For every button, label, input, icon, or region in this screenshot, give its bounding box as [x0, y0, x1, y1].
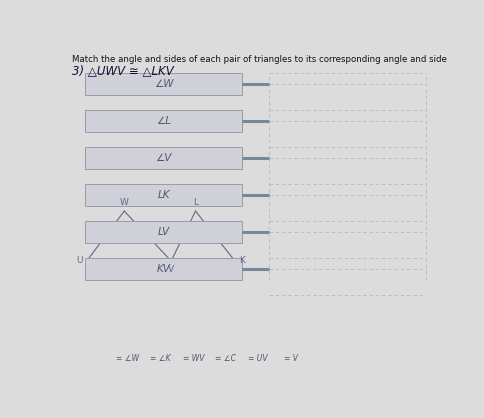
Text: ∠W: ∠W [154, 79, 173, 89]
Text: = UV: = UV [248, 354, 267, 363]
Text: U: U [76, 257, 82, 265]
Text: L: L [193, 198, 198, 207]
Text: LV: LV [158, 227, 170, 237]
Text: W: W [120, 198, 129, 207]
Text: = V: = V [284, 354, 298, 363]
Bar [85, 221, 242, 243]
Text: = ∠C: = ∠C [215, 354, 236, 363]
Bar [85, 258, 242, 280]
Text: LK: LK [157, 190, 170, 200]
Text: = WV: = WV [183, 354, 204, 363]
Text: V: V [168, 265, 174, 274]
Bar [85, 147, 242, 169]
Text: K: K [240, 257, 245, 265]
Text: ∠V: ∠V [155, 153, 172, 163]
Bar [85, 184, 242, 206]
Bar [85, 110, 242, 132]
Text: 3) △UWV ≅ △LKV: 3) △UWV ≅ △LKV [72, 65, 173, 78]
Text: = ∠K: = ∠K [150, 354, 170, 363]
Bar [85, 73, 242, 95]
Text: Match the angle and sides of each pair of triangles to its corresponding angle a: Match the angle and sides of each pair o… [72, 55, 447, 64]
Text: KV: KV [157, 264, 170, 274]
Text: = ∠W: = ∠W [117, 354, 139, 363]
Text: ∠L: ∠L [156, 116, 171, 126]
